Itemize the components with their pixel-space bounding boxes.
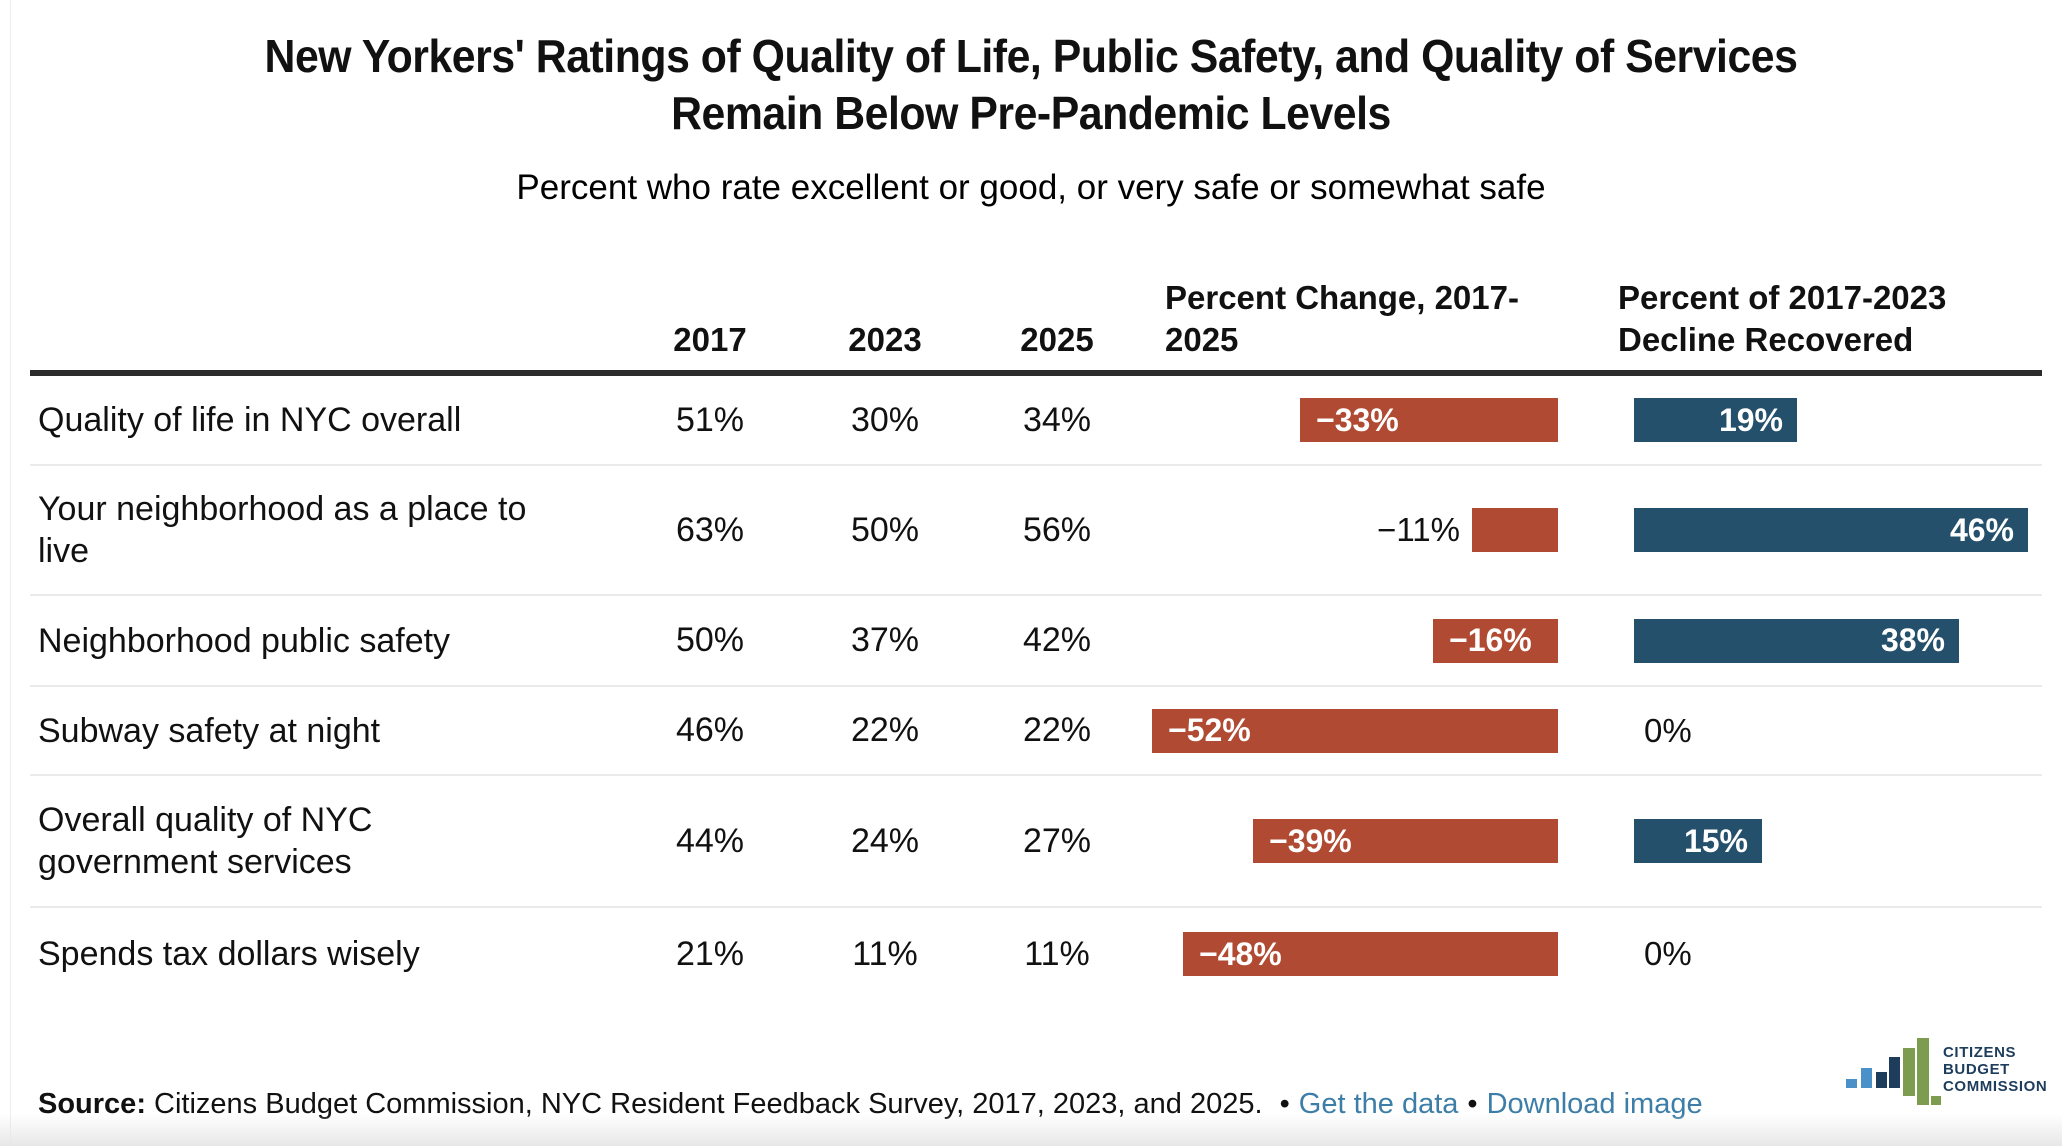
- decline-recovered-bar: 46%: [1634, 508, 2028, 552]
- row-label: Subway safety at night: [38, 711, 381, 750]
- decline-recovered-bar: 15%: [1634, 819, 1762, 863]
- decline-recovered-cell: 15%: [1634, 776, 2040, 906]
- percent-change-bar: −48%: [1183, 932, 1558, 976]
- table-row: Your neighborhood as a place to live 63%…: [30, 466, 2042, 596]
- value-2017: 51%: [675, 400, 745, 439]
- percent-change-cell: −11%: [1152, 466, 1558, 594]
- value-2025: 42%: [1022, 621, 1092, 659]
- value-2025: 11%: [1024, 934, 1090, 973]
- decline-recovered-value: 15%: [1683, 822, 1748, 859]
- page-bottom-shadow: [0, 1114, 2062, 1146]
- logo-wordmark: CITIZENS BUDGET COMMISSION: [1943, 1044, 2048, 1095]
- percent-change-cell: −52%: [1152, 687, 1558, 774]
- value-2025: 56%: [1022, 510, 1092, 549]
- percent-change-cell: −16%: [1152, 596, 1558, 685]
- percent-change-bar: −16%: [1433, 618, 1558, 663]
- value-2023: 30%: [850, 400, 920, 439]
- chart-title: New Yorkers' Ratings of Quality of Life,…: [72, 28, 1990, 142]
- value-2023: 22%: [850, 711, 920, 749]
- value-2025: 22%: [1022, 711, 1092, 749]
- percent-change-value: −39%: [1269, 822, 1352, 859]
- chart-title-line2: Remain Below Pre-Pandemic Levels: [671, 87, 1391, 139]
- value-2025: 27%: [1022, 821, 1092, 860]
- percent-change-value: −48%: [1199, 935, 1282, 972]
- row-label: Overall quality of NYC government servic…: [38, 801, 373, 881]
- table-header-row: 2017 2023 2025 Percent Change, 2017- 202…: [30, 240, 2042, 371]
- percent-change-value: −52%: [1168, 712, 1251, 748]
- logo-bar-icon: [1903, 1048, 1915, 1096]
- value-2023: 24%: [850, 821, 920, 860]
- chart-subtitle: Percent who rate excellent or good, or v…: [516, 168, 1546, 207]
- ratings-table: Quality of life in NYC overall 51% 30% 3…: [30, 370, 2042, 1000]
- percent-change-bar: −39%: [1253, 819, 1558, 863]
- percent-change-value: −33%: [1316, 401, 1399, 438]
- logo-bar-icon: [1889, 1057, 1900, 1088]
- table-row: Spends tax dollars wisely 21% 11% 11% −4…: [30, 908, 2042, 1000]
- row-label: Spends tax dollars wisely: [38, 935, 420, 973]
- percent-change-value: −16%: [1449, 622, 1532, 658]
- percent-change-cell: −33%: [1152, 376, 1558, 464]
- value-2023: 11%: [852, 934, 918, 973]
- table-row: Quality of life in NYC overall 51% 30% 3…: [30, 376, 2042, 466]
- decline-recovered-cell: 46%: [1634, 466, 2040, 594]
- column-header-2017: 2017: [673, 321, 747, 358]
- column-header-2023: 2023: [848, 321, 922, 358]
- value-2017: 50%: [675, 621, 745, 659]
- value-2017: 44%: [675, 821, 745, 860]
- logo-bar-icon: [1846, 1079, 1857, 1088]
- table-row: Neighborhood public safety 50% 37% 42% −…: [30, 596, 2042, 687]
- table-row: Overall quality of NYC government servic…: [30, 776, 2042, 908]
- percent-change-bar: −52%: [1152, 708, 1558, 753]
- decline-recovered-value: 0%: [1644, 935, 1692, 972]
- logo-bar-icon: [1931, 1096, 1941, 1105]
- logo-bar-icon: [1876, 1072, 1887, 1088]
- percent-change-bar: −33%: [1300, 398, 1558, 442]
- row-label: Neighborhood public safety: [38, 621, 451, 660]
- column-header-percent-change: Percent Change, 2017- 2025: [1165, 279, 1519, 358]
- row-label: Your neighborhood as a place to live: [38, 490, 527, 570]
- chart-title-line1: New Yorkers' Ratings of Quality of Life,…: [264, 30, 1798, 82]
- decline-recovered-cell: 0%: [1634, 687, 2040, 774]
- logo-bar-icon: [1917, 1038, 1929, 1105]
- percent-change-cell: −48%: [1152, 908, 1558, 1000]
- cbc-logo: CITIZENS BUDGET COMMISSION: [1845, 1036, 2061, 1146]
- percent-change-cell: −39%: [1152, 776, 1558, 906]
- value-2017: 21%: [675, 934, 745, 973]
- column-header-2025: 2025: [1020, 321, 1094, 358]
- decline-recovered-value: 46%: [1949, 511, 2014, 548]
- decline-recovered-bar: 38%: [1634, 618, 1959, 663]
- decline-recovered-value: 19%: [1718, 401, 1783, 438]
- decline-recovered-cell: 0%: [1634, 908, 2040, 1000]
- decline-recovered-value: 38%: [1880, 622, 1945, 658]
- value-2017: 63%: [675, 510, 745, 549]
- value-2023: 50%: [850, 510, 920, 549]
- value-2025: 34%: [1022, 400, 1092, 439]
- table-row: Subway safety at night 46% 22% 22% −52% …: [30, 687, 2042, 776]
- bullet-separator: •: [1467, 1088, 1478, 1120]
- percent-change-bar: [1472, 508, 1558, 552]
- value-2017: 46%: [675, 711, 745, 749]
- value-2023: 37%: [850, 621, 920, 659]
- decline-recovered-value: 0%: [1644, 711, 1692, 749]
- column-header-decline-recovered: Percent of 2017-2023 Decline Recovered: [1618, 279, 1947, 358]
- row-label: Quality of life in NYC overall: [38, 401, 462, 439]
- percent-change-value: −11%: [1377, 511, 1460, 548]
- decline-recovered-cell: 19%: [1634, 376, 2040, 464]
- logo-bar-icon: [1861, 1068, 1872, 1088]
- bullet-separator: •: [1279, 1088, 1290, 1120]
- decline-recovered-cell: 38%: [1634, 596, 2040, 685]
- decline-recovered-bar: 19%: [1634, 398, 1797, 442]
- page-left-edge: [10, 0, 11, 1146]
